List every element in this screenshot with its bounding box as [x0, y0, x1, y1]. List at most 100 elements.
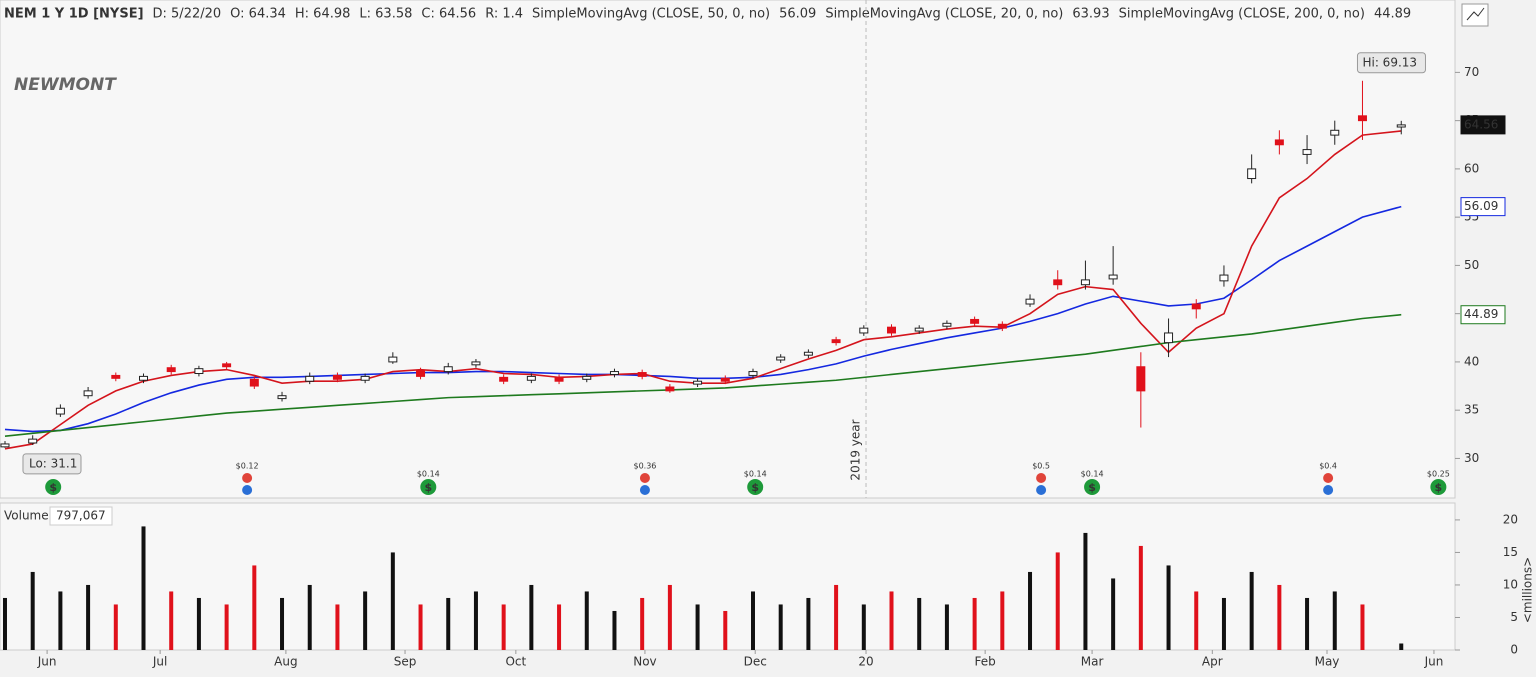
y-tick-label: 70	[1464, 65, 1479, 79]
volume-bar	[778, 604, 783, 650]
x-tick-label: Sep	[394, 655, 417, 669]
volume-bar	[667, 584, 672, 650]
volume-bar	[1166, 565, 1171, 650]
header-text: 44.89	[1374, 7, 1411, 22]
earnings-icon-pin	[639, 485, 650, 495]
volume-bar	[1221, 597, 1226, 650]
candle-body	[1396, 124, 1406, 128]
price-tag	[1460, 115, 1506, 135]
volume-bar	[889, 591, 894, 650]
event-label: $0.5	[1032, 462, 1050, 471]
candle-body	[720, 377, 730, 382]
volume-bar	[1249, 571, 1254, 650]
x-tick-label: Jun	[1424, 655, 1444, 669]
volume-tick-label: 20	[1503, 512, 1518, 526]
y-tick-label: 35	[1464, 403, 1479, 417]
x-tick-label: Jun	[37, 655, 57, 669]
volume-bar	[252, 565, 257, 650]
dividend-icon-symbol: $	[49, 481, 57, 494]
volume-bar	[1399, 643, 1404, 650]
candle-body	[942, 322, 952, 327]
volume-bar	[169, 591, 174, 650]
volume-bar	[113, 604, 118, 650]
volume-unit: <millions>	[1521, 557, 1535, 623]
candle-body	[194, 368, 204, 374]
candle-body	[582, 375, 592, 380]
candle-body	[1025, 298, 1035, 305]
x-tick-label: 20	[858, 655, 873, 669]
volume-tick-label: 0	[1510, 643, 1518, 657]
earnings-icon-pin	[1036, 485, 1047, 495]
volume-bar	[1360, 604, 1365, 650]
volume-bar	[1194, 591, 1199, 650]
volume-bar	[58, 591, 63, 650]
candle-body	[360, 375, 370, 381]
volume-bar	[446, 597, 451, 650]
volume-bar	[917, 597, 922, 650]
candle-body	[693, 380, 703, 385]
volume-bar	[584, 591, 589, 650]
price-tag-label: 56.09	[1464, 199, 1498, 213]
candle-body	[1053, 279, 1063, 286]
volume-bar	[1028, 571, 1033, 650]
volume-bar	[224, 604, 229, 650]
price-tag-label: 64.56	[1464, 117, 1498, 131]
x-tick-label: May	[1315, 655, 1340, 669]
candle-body	[554, 376, 564, 382]
x-tick-label: Dec	[744, 655, 767, 669]
year-label: 2019 year	[849, 419, 863, 480]
candle-body	[277, 395, 287, 400]
header-text: L: 63.58	[359, 7, 412, 22]
draw-tool-button[interactable]	[1461, 3, 1489, 27]
dividend-icon	[747, 479, 764, 495]
candle-body	[748, 371, 758, 376]
candle-body	[443, 366, 453, 373]
volume-bar	[1000, 591, 1005, 650]
price-panel	[0, 0, 1456, 499]
volume-bar	[390, 552, 395, 650]
candle-body	[997, 323, 1007, 329]
candle-body	[28, 438, 38, 444]
volume-bar	[861, 604, 866, 650]
volume-bar	[501, 604, 506, 650]
candle-body	[887, 326, 897, 334]
volume-bar	[529, 584, 534, 650]
candle-body	[776, 356, 786, 361]
candle-body	[1191, 303, 1201, 310]
volume-bar	[806, 597, 811, 650]
x-tick-label: Aug	[274, 655, 297, 669]
price-tag	[1460, 305, 1506, 325]
header-text: R: 1.4	[485, 7, 523, 22]
volume-bar	[196, 597, 201, 650]
header-text: O: 64.34	[230, 7, 286, 22]
candle-body	[803, 351, 813, 356]
candle-body	[1136, 366, 1146, 392]
volume-bar	[1332, 591, 1337, 650]
volume-bar	[640, 597, 645, 650]
x-tick-label: Feb	[975, 655, 996, 669]
candle-body	[1357, 115, 1367, 122]
volume-tick-label: 5	[1510, 610, 1518, 624]
candle-body	[526, 375, 536, 381]
volume-bar	[1111, 578, 1116, 650]
volume-bar	[612, 610, 617, 650]
candle-body	[1080, 279, 1090, 286]
header-text: C: 64.56	[421, 7, 476, 22]
header-text: 63.93	[1072, 7, 1109, 22]
earnings-icon	[1036, 473, 1047, 483]
candle-body	[55, 407, 65, 415]
candle-body	[1164, 332, 1174, 344]
dividend-icon	[1430, 479, 1447, 495]
candle-body	[665, 386, 675, 392]
candle-body	[249, 378, 259, 387]
volume-last: 797,067	[56, 509, 106, 523]
candle-body	[914, 327, 924, 332]
candle-body	[1330, 129, 1340, 136]
candle-body	[831, 339, 841, 344]
volume-bar	[141, 526, 146, 650]
dividend-icon-symbol: $	[1088, 481, 1096, 494]
volume-bar	[473, 591, 478, 650]
hi-label: Hi: 69.13	[1362, 55, 1417, 69]
